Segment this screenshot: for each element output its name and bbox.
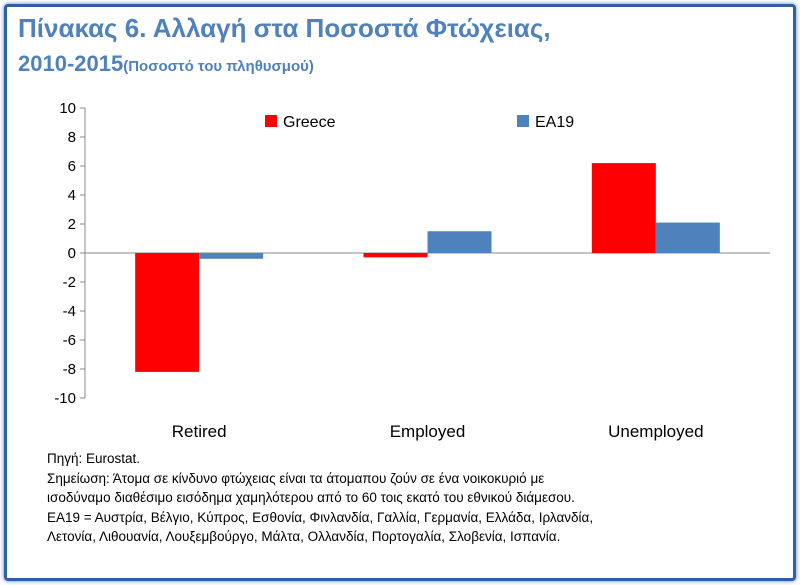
x-category-label: Unemployed: [608, 422, 703, 441]
y-tick-label: -4: [63, 303, 76, 320]
note-line-2: ισοδύναμο διαθέσιμο εισόδημα χαμηλότερου…: [47, 490, 575, 505]
y-tick-label: 2: [68, 216, 76, 233]
y-tick-label: -6: [63, 332, 76, 349]
y-tick-label: -2: [63, 274, 76, 291]
y-tick-label: 8: [68, 129, 76, 146]
title-subtitle: (Ποσοστό του πληθυσμού): [123, 58, 314, 75]
bar-greece-unemployed: [591, 163, 656, 253]
y-tick-label: 0: [68, 245, 76, 262]
y-tick-label: -10: [54, 390, 76, 407]
note-line-1: Σημείωση: Άτομα σε κίνδυνο φτώχειας είνα…: [47, 470, 545, 486]
legend-label-greece: Greece: [283, 114, 336, 131]
note-line-4: Λετονία, Λιθουανία, Λουξεμβούργο, Μάλτα,…: [47, 529, 561, 544]
legend-swatch-ea19: [517, 115, 529, 127]
note-line-3: ΕΑ19 = Αυστρία, Βέλγιο, Κύπρος, Εσθονία,…: [47, 509, 594, 525]
bar-greece-employed: [363, 253, 428, 258]
bar-ea19-retired: [199, 253, 264, 259]
legend-swatch-greece: [265, 115, 277, 127]
legend-label-ea19: EA19: [535, 114, 574, 131]
title-years: 2010-2015: [18, 51, 124, 76]
bar-greece-retired: [135, 253, 200, 372]
source-note: Πηγή: Eurostat.: [47, 451, 141, 466]
chart-notes: Πηγή: Eurostat. Σημείωση: Άτομα σε κίνδυ…: [47, 449, 777, 547]
y-tick-label: 4: [68, 187, 76, 204]
y-tick-label: -8: [63, 361, 76, 378]
y-tick-label: 10: [59, 100, 76, 117]
x-category-label: Employed: [390, 422, 466, 441]
bar-ea19-unemployed: [655, 222, 720, 253]
bar-ea19-employed: [427, 231, 492, 253]
x-category-label: Retired: [172, 422, 227, 441]
y-tick-label: 6: [68, 158, 76, 175]
title-line-1: Πίνακας 6. Αλλαγή στα Ποσοστά Φτώχειας,: [18, 13, 551, 43]
title-line-2: 2010-2015(Ποσοστό του πληθυσμού): [18, 46, 551, 85]
chart-title: Πίνακας 6. Αλλαγή στα Ποσοστά Φτώχειας, …: [18, 10, 551, 85]
